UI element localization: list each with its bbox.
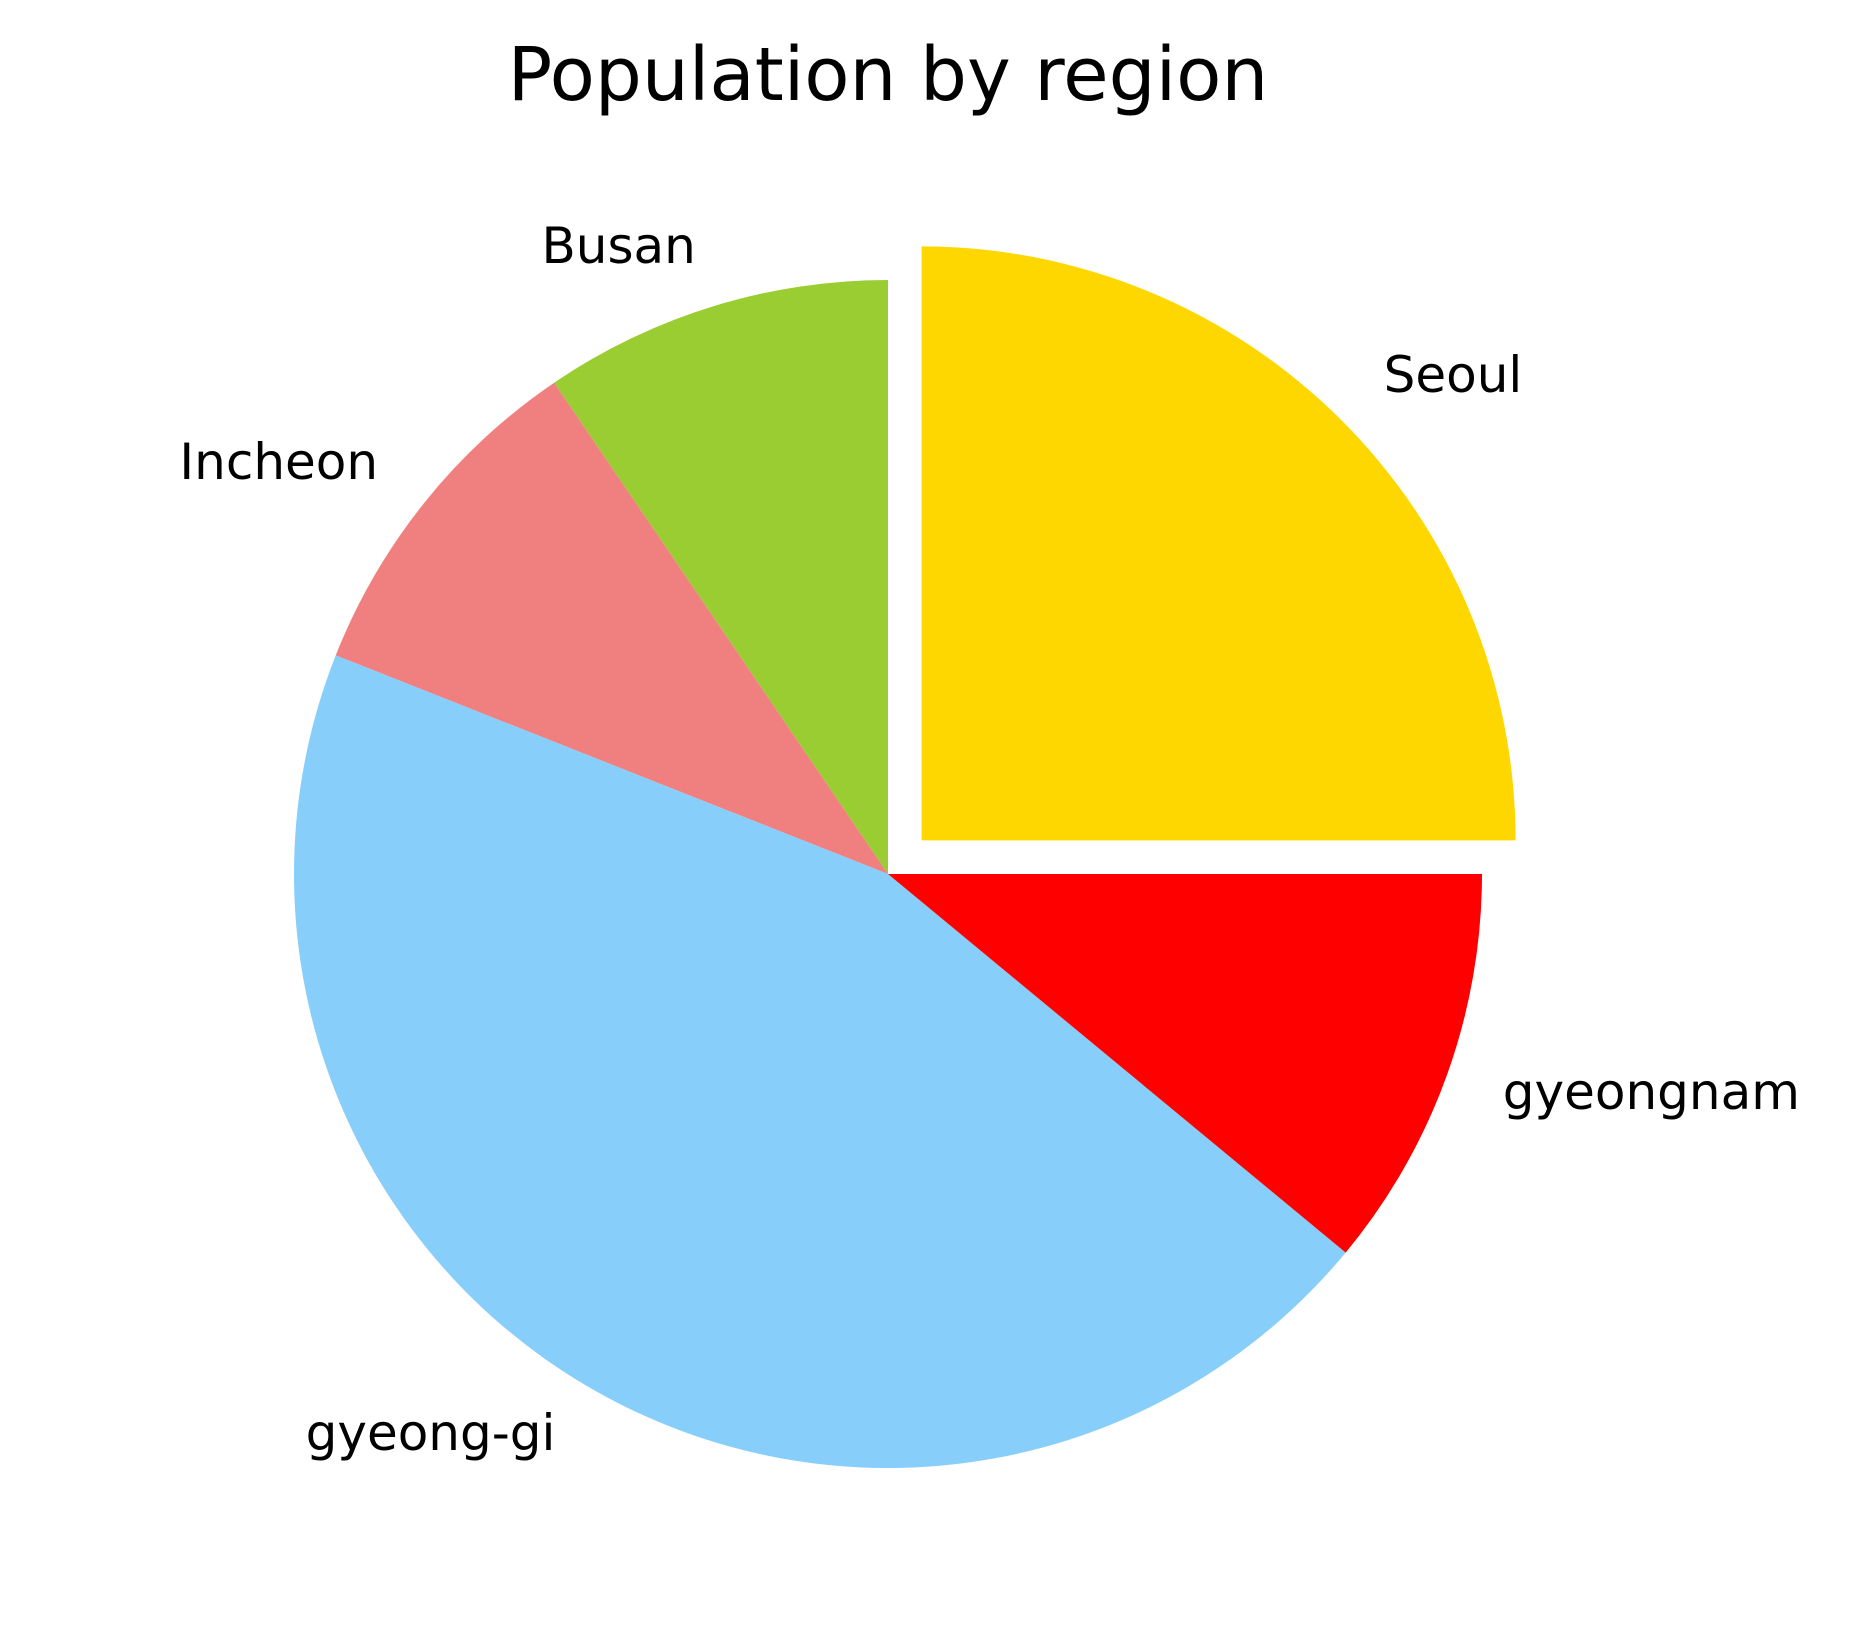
pie-slice-seoul — [921, 246, 1516, 841]
pie-slice-gyeong-gi — [293, 655, 1346, 1468]
pie-label-incheon: Incheon — [179, 433, 378, 491]
pie-labels: Seoul Busan Incheon gyeong-gi gyeongnam — [179, 217, 1800, 1462]
pie-slices — [293, 246, 1516, 1468]
pie-label-busan: Busan — [541, 217, 695, 275]
chart-title: Population by region — [508, 32, 1269, 118]
pie-label-seoul: Seoul — [1384, 346, 1523, 404]
pie-label-gyeongnam: gyeongnam — [1503, 1063, 1800, 1121]
pie-slice-busan — [554, 280, 888, 874]
pie-label-gyeong-gi: gyeong-gi — [306, 1404, 556, 1462]
pie-slice-gyeongnam — [888, 874, 1482, 1253]
pie-slice-incheon — [335, 382, 888, 874]
